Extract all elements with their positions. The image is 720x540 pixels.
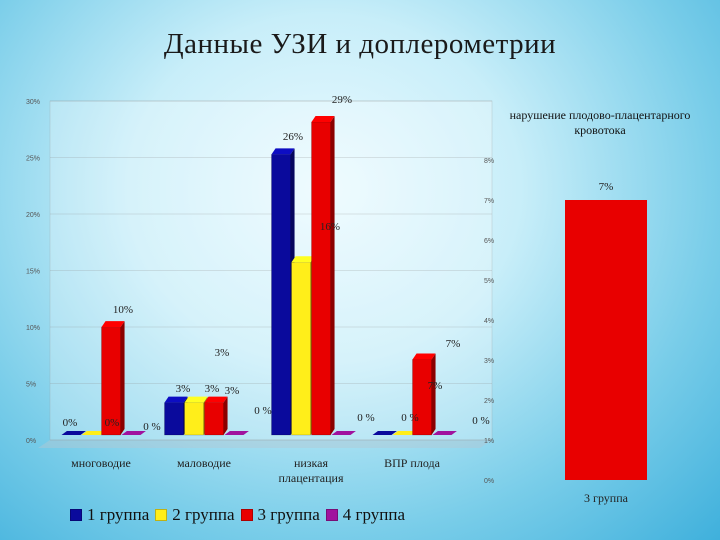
y-tick-label: 25% — [26, 156, 40, 163]
bar — [291, 262, 311, 436]
data-label: 0 % — [401, 412, 418, 424]
y-tick-label: 5% — [26, 382, 36, 389]
bar-flat — [224, 431, 249, 435]
legend-swatch-group2 — [155, 509, 168, 521]
side-y-tick-label: 6% — [484, 238, 494, 245]
legend-label: 2 группа — [172, 505, 235, 524]
bar-flat — [331, 431, 356, 435]
bar-top — [204, 396, 228, 403]
category-label: ВПР плода — [384, 456, 441, 470]
bar-top — [164, 396, 188, 403]
chart-legend: 1 группа 2 группа 3 группа 4 группа — [70, 505, 411, 525]
side-chart-title: нарушение плодово-плацентарного кровоток… — [509, 108, 691, 137]
bar-top — [184, 396, 208, 403]
data-label: 29% — [332, 94, 352, 106]
category-label-line: плацентация — [279, 471, 344, 485]
bar-top — [271, 148, 295, 155]
data-label: 16% — [320, 221, 340, 233]
bar-top — [412, 353, 436, 360]
legend-item-group4: 4 группа — [325, 505, 405, 525]
annotation-label: 3% — [215, 347, 230, 359]
side-y-tick-label: 3% — [484, 358, 494, 365]
data-label: 3% — [205, 383, 220, 395]
bar-top — [101, 321, 125, 328]
data-label: 0 % — [472, 415, 489, 427]
bar — [311, 121, 331, 436]
category-label: низкая плацентация — [279, 456, 344, 485]
data-label: 0 % — [357, 412, 374, 424]
side-category-label: 3 группа — [584, 491, 629, 505]
bar-side — [330, 116, 335, 435]
legend-swatch-group4 — [325, 509, 338, 521]
bar-top — [291, 256, 315, 263]
bar-flat — [392, 431, 417, 435]
side-data-label: 7% — [599, 181, 614, 193]
bar-side — [431, 353, 436, 435]
data-label: 0% — [63, 417, 78, 429]
data-label: 10% — [113, 304, 133, 316]
side-y-tick-label: 8% — [484, 158, 494, 165]
data-label: 7% — [428, 380, 443, 392]
main-chart: 0% 5% 10% 15% 20% 25% 30% многоводие маловодие ни… — [26, 94, 493, 485]
bar-flat — [61, 431, 86, 435]
y-tick-label: 10% — [26, 325, 40, 332]
side-y-tick-label: 4% — [484, 318, 494, 325]
legend-label: 3 группа — [257, 505, 320, 524]
bar-flat — [121, 431, 146, 435]
bar — [164, 402, 184, 436]
category-label: многоводие — [71, 456, 131, 470]
slide-title: Данные УЗИ и доплерометрии — [163, 28, 557, 60]
bar — [204, 402, 224, 436]
category-label-line: низкая — [294, 456, 329, 470]
legend-item-group2: 2 группа — [155, 505, 235, 525]
side-y-tick-label: 1% — [484, 438, 494, 445]
side-y-tick-label: 2% — [484, 398, 494, 405]
legend-swatch-group1 — [70, 509, 82, 521]
side-y-tick-label: 5% — [484, 278, 494, 285]
category-label: маловодие — [177, 456, 231, 470]
bar-side — [223, 396, 228, 435]
legend-label: 4 группа — [342, 505, 405, 524]
data-label: 0% — [105, 417, 120, 429]
side-chart: 0% 1% 2% 3% 4% 5% 6% 7% 8% 7% 3 группа — [484, 158, 647, 505]
chart-floor — [38, 440, 492, 448]
bar-flat — [432, 431, 457, 435]
bar-top — [311, 116, 335, 122]
legend-item-group3: 3 группа — [240, 505, 320, 525]
bar-flat — [372, 431, 397, 435]
bar — [271, 154, 291, 436]
y-tick-label: 20% — [26, 212, 40, 219]
bar — [184, 402, 204, 436]
data-label: 3% — [176, 383, 191, 395]
data-label: 0 % — [143, 421, 160, 433]
bar-flat — [81, 431, 106, 435]
data-label: 3% — [225, 385, 240, 397]
legend-item-group1: 1 группа — [70, 505, 149, 525]
y-tick-label: 30% — [26, 99, 40, 106]
legend-swatch-group3 — [240, 509, 253, 521]
data-label: 26% — [283, 131, 303, 143]
y-tick-label: 15% — [26, 269, 40, 276]
y-tick-label: 0% — [26, 438, 36, 445]
annotation-label: 7% — [446, 338, 461, 350]
data-label: 0 % — [254, 405, 271, 417]
side-bar — [565, 200, 647, 480]
side-y-tick-label: 7% — [484, 198, 494, 205]
side-y-tick-label: 0% — [484, 478, 494, 485]
legend-label: 1 группа — [87, 505, 150, 524]
bar-side — [120, 321, 125, 435]
